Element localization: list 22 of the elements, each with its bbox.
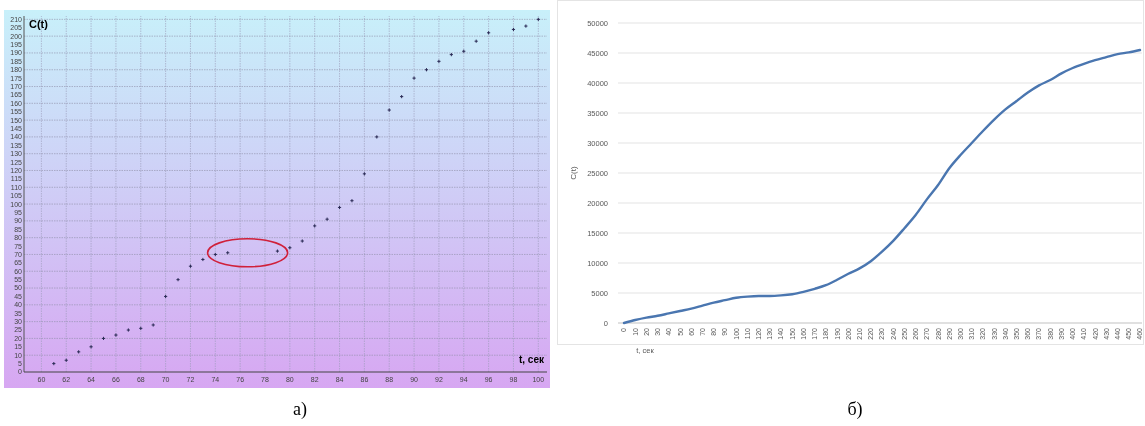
point <box>312 223 317 229</box>
point <box>411 76 417 81</box>
point <box>113 332 119 338</box>
x-axis-title: t, сек <box>518 354 545 365</box>
point <box>523 23 528 29</box>
point <box>436 59 442 64</box>
point <box>374 134 379 140</box>
point <box>300 238 305 244</box>
point <box>175 277 181 282</box>
point <box>200 257 205 262</box>
point <box>88 344 94 349</box>
point <box>349 198 355 203</box>
point <box>275 248 280 254</box>
y-axis-title: C(t) <box>29 18 49 30</box>
point <box>387 107 392 113</box>
text: б) <box>847 399 863 420</box>
point <box>325 217 330 222</box>
line-series <box>622 48 1142 325</box>
point <box>126 327 131 333</box>
y-axis-title: C(t) <box>569 166 578 180</box>
point <box>151 322 156 328</box>
text: а) <box>293 399 307 420</box>
